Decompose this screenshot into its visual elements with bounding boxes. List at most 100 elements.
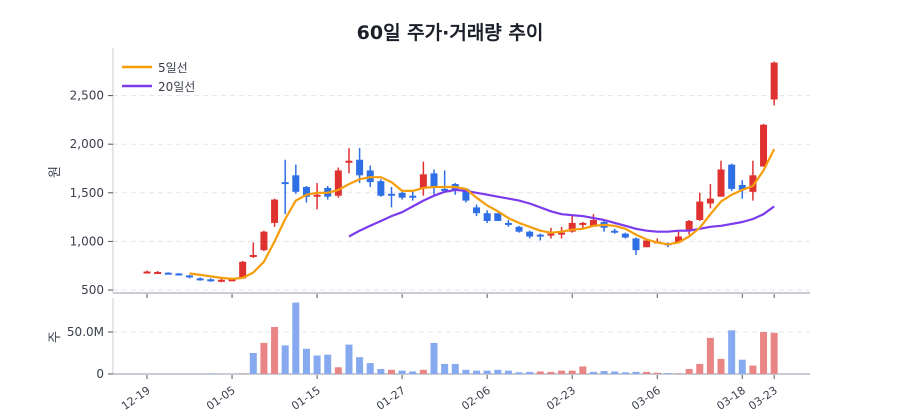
volume-bar [377,368,385,374]
candle [292,164,300,194]
candle [483,210,491,223]
volume-bar [770,332,778,374]
volume-bar [738,359,746,374]
volume-axis-label: 주 [48,331,63,343]
ma5-line [189,148,776,280]
x-tick-label: 03-23 [746,384,780,413]
candle [770,61,778,106]
volume-y-axis: 0 50.0M [67,298,810,381]
moving-average-lines [189,148,776,280]
candle [728,163,736,191]
candle [611,228,619,234]
price-y-axis: 500 1,000 1,500 2,000 2,500 [70,48,810,297]
candle [760,123,768,167]
volume-bar [728,330,736,374]
candle [377,179,385,197]
candle [154,271,162,275]
volume-bar [387,369,395,374]
volume-bar [558,370,566,374]
price-gridlines [113,95,810,291]
volume-bar [345,344,353,374]
candle [643,240,651,248]
x-tick-label: 02-23 [544,384,578,413]
volume-bar [579,366,587,374]
volume-bar [313,355,321,374]
candle [186,274,194,279]
x-tick-label: 01-15 [289,384,323,413]
volume-bar [430,342,438,374]
volume-bar [494,369,502,374]
volume-tick-label: 0 [96,367,104,381]
candle [387,186,395,208]
volume-bar [271,326,279,374]
candle [239,260,247,279]
price-tick-label: 1,000 [70,234,104,248]
volume-tick-label: 50.0M [67,325,104,339]
candle [281,159,289,215]
volume-bar [366,363,374,374]
volume-bar [281,345,289,374]
candle [345,148,353,174]
candle [696,192,704,221]
candle [175,272,183,276]
candle [504,220,512,227]
candle [473,204,481,217]
volume-bar [260,342,268,374]
volume-bar [643,371,651,374]
volume-bar [696,363,704,374]
volume-bar [526,371,534,374]
candle [706,184,714,209]
price-axis-label: 원 [48,166,63,178]
volume-bar [536,371,544,374]
candle [196,277,204,281]
volume-bar [483,370,491,374]
volume-bar [621,372,629,374]
candle [515,225,523,233]
volume-bar [611,371,619,374]
candle [356,148,364,184]
legend: 5일선 20일선 [122,61,195,94]
volume-bar [504,370,512,374]
x-tick-label: 01-05 [204,384,238,413]
candle [621,232,629,239]
candle [749,160,757,201]
candle [494,213,502,221]
candle [217,278,225,283]
volume-bar [589,371,597,374]
chart-title: 60일 주가·거래량 추이 [356,22,544,44]
legend-ma5-label: 5일선 [158,61,188,75]
volume-bar [568,370,576,374]
price-tick-label: 2,000 [70,137,104,151]
candle [675,231,682,243]
volume-bars [207,302,778,374]
volume-bar [302,348,310,374]
candle [430,169,438,195]
volume-bar [441,363,449,374]
volume-bar [292,302,300,374]
volume-bar [515,372,523,374]
candle [632,237,640,256]
volume-bar [685,368,693,374]
volume-bar [356,357,364,374]
volume-bar [717,358,725,374]
volume-bar [409,371,417,374]
volume-bar [664,373,672,374]
volume-bar [398,370,406,374]
volume-bar [249,353,257,374]
volume-bar [547,371,555,374]
candle [526,230,534,239]
date-x-axis: 12-19 01-05 01-15 01-27 02-06 02-23 03-06 03-18… [119,294,780,413]
price-tick-label: 2,500 [70,89,104,103]
candle [334,167,342,198]
volume-bar [473,370,481,374]
volume-bar [760,332,768,374]
candle [536,233,544,241]
x-tick-label: 03-18 [714,384,748,413]
candle [164,272,172,275]
candle [207,278,215,282]
price-tick-label: 500 [81,283,104,297]
candlestick-series [143,61,778,283]
candle [271,198,279,227]
